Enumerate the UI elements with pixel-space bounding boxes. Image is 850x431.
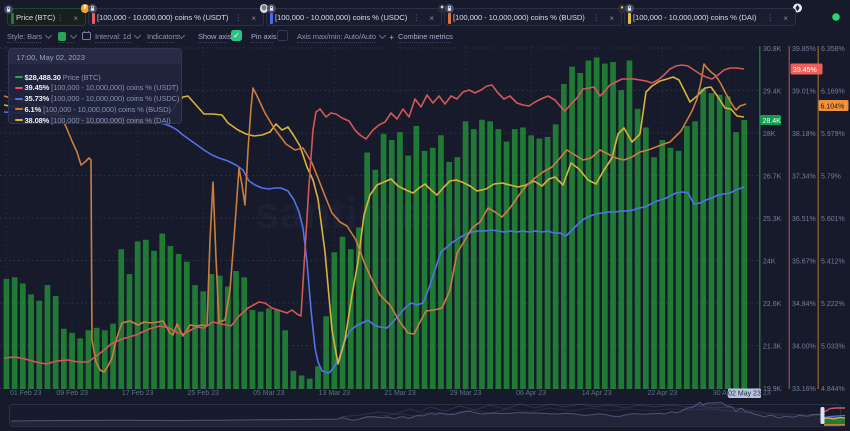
svg-text:38.18%: 38.18%	[792, 131, 816, 138]
svg-text:29.4K: 29.4K	[763, 88, 782, 95]
svg-text:6.169%: 6.169%	[821, 88, 845, 95]
svg-text:24K: 24K	[763, 258, 776, 265]
svg-text:5.79%: 5.79%	[821, 173, 841, 180]
svg-text:21.3K: 21.3K	[763, 343, 782, 350]
svg-text:6.104%: 6.104%	[821, 103, 845, 110]
svg-text:5.222%: 5.222%	[821, 301, 845, 308]
svg-text:06 Apr 23: 06 Apr 23	[516, 390, 546, 397]
svg-text:29 Mar 23: 29 Mar 23	[450, 390, 482, 397]
svg-text:21 Mar 23: 21 Mar 23	[384, 390, 416, 397]
svg-text:39.45%: 39.45%	[793, 67, 817, 74]
svg-text:6.358%: 6.358%	[821, 46, 845, 53]
svg-text:19.9K: 19.9K	[763, 386, 782, 393]
svg-text:39.01%: 39.01%	[792, 88, 816, 95]
svg-text:25 Feb 23: 25 Feb 23	[187, 390, 219, 397]
svg-text:39.85%: 39.85%	[792, 46, 816, 53]
svg-text:25.3K: 25.3K	[763, 216, 782, 223]
svg-text:26.7K: 26.7K	[763, 173, 782, 180]
svg-text:30 Apr 23: 30 Apr 23	[713, 390, 743, 397]
svg-text:37.34%: 37.34%	[792, 173, 816, 180]
svg-text:09 Feb 23: 09 Feb 23	[56, 390, 88, 397]
svg-text:5.033%: 5.033%	[821, 343, 845, 350]
svg-text:5.412%: 5.412%	[821, 258, 845, 265]
svg-text:14 Apr 23: 14 Apr 23	[582, 390, 612, 397]
svg-text:35.67%: 35.67%	[792, 258, 816, 265]
svg-text:23: 23	[763, 390, 771, 397]
svg-text:28K: 28K	[763, 131, 776, 138]
svg-text:30.8K: 30.8K	[763, 46, 782, 53]
svg-text:33.16%: 33.16%	[792, 386, 816, 393]
svg-text:36.51%: 36.51%	[792, 216, 816, 223]
svg-text:22 Apr 23: 22 Apr 23	[647, 390, 677, 397]
svg-text:4.844%: 4.844%	[821, 386, 845, 393]
svg-text:13 Mar 23: 13 Mar 23	[319, 390, 351, 397]
svg-text:22.6K: 22.6K	[763, 301, 782, 308]
svg-text:01 Feb 23: 01 Feb 23	[10, 390, 42, 397]
svg-text:5.979%: 5.979%	[821, 131, 845, 138]
svg-text:17 Feb 23: 17 Feb 23	[122, 390, 154, 397]
svg-text:02 May 23: 02 May 23	[728, 391, 761, 398]
svg-text:34.84%: 34.84%	[792, 301, 816, 308]
svg-text:05 Mar 23: 05 Mar 23	[253, 390, 285, 397]
svg-text:5.601%: 5.601%	[821, 216, 845, 223]
svg-text:28.4K: 28.4K	[763, 118, 782, 125]
svg-text:34.00%: 34.00%	[792, 343, 816, 350]
